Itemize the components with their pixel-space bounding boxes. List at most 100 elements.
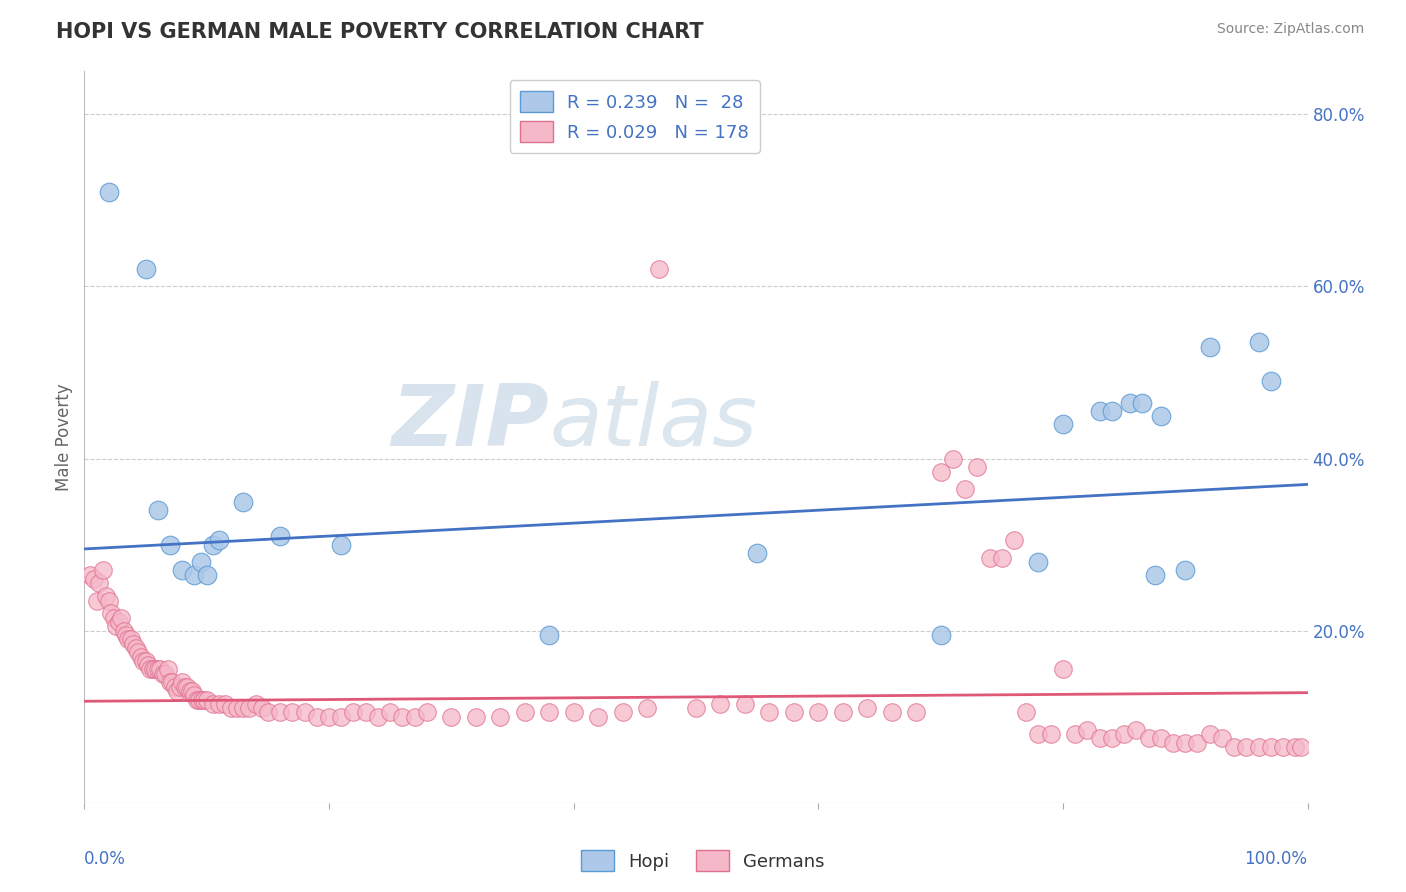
- Point: [758, 706, 780, 720]
- Point: [1236, 739, 1258, 754]
- Point: [201, 697, 224, 711]
- Point: [1137, 731, 1160, 746]
- Point: [1260, 739, 1282, 754]
- Point: [139, 662, 162, 676]
- Point: [127, 645, 149, 659]
- Point: [1247, 739, 1270, 754]
- Point: [1125, 723, 1147, 737]
- Point: [979, 550, 1001, 565]
- Text: Source: ZipAtlas.com: Source: ZipAtlas.com: [1216, 22, 1364, 37]
- Point: [129, 649, 152, 664]
- Point: [1076, 723, 1098, 737]
- Point: [807, 706, 830, 720]
- Point: [281, 706, 304, 720]
- Point: [269, 706, 291, 720]
- Point: [929, 465, 952, 479]
- Point: [1101, 404, 1123, 418]
- Point: [226, 701, 249, 715]
- Point: [440, 710, 463, 724]
- Point: [166, 684, 188, 698]
- Point: [1223, 739, 1246, 754]
- Point: [214, 697, 236, 711]
- Point: [1143, 567, 1166, 582]
- Point: [929, 628, 952, 642]
- Text: 100.0%: 100.0%: [1244, 850, 1308, 868]
- Point: [464, 710, 486, 724]
- Point: [380, 706, 402, 720]
- Point: [905, 706, 928, 720]
- Point: [232, 494, 254, 508]
- Point: [685, 701, 707, 715]
- Point: [966, 460, 988, 475]
- Point: [162, 675, 184, 690]
- Text: ZIP: ZIP: [391, 381, 550, 464]
- Point: [208, 697, 231, 711]
- Point: [513, 706, 536, 720]
- Point: [142, 662, 165, 676]
- Point: [1052, 662, 1074, 676]
- Point: [1088, 404, 1111, 418]
- Point: [318, 710, 340, 724]
- Point: [942, 451, 965, 466]
- Point: [195, 692, 218, 706]
- Point: [86, 593, 108, 607]
- Point: [1260, 374, 1282, 388]
- Point: [709, 697, 731, 711]
- Point: [404, 710, 426, 724]
- Point: [342, 706, 364, 720]
- Point: [149, 662, 172, 676]
- Point: [257, 706, 280, 720]
- Point: [367, 710, 389, 724]
- Point: [143, 662, 166, 676]
- Point: [294, 706, 316, 720]
- Point: [1198, 340, 1220, 354]
- Point: [538, 706, 561, 720]
- Point: [1028, 555, 1050, 569]
- Point: [96, 589, 118, 603]
- Point: [1039, 727, 1062, 741]
- Point: [219, 701, 242, 715]
- Legend: Hopi, Germans: Hopi, Germans: [574, 843, 832, 879]
- Point: [135, 262, 157, 277]
- Point: [586, 710, 609, 724]
- Point: [79, 567, 101, 582]
- Point: [269, 529, 291, 543]
- Text: 0.0%: 0.0%: [84, 850, 127, 868]
- Text: HOPI VS GERMAN MALE POVERTY CORRELATION CHART: HOPI VS GERMAN MALE POVERTY CORRELATION …: [56, 22, 704, 42]
- Point: [1002, 533, 1025, 548]
- Point: [354, 706, 377, 720]
- Point: [183, 688, 205, 702]
- Point: [132, 654, 155, 668]
- Point: [195, 567, 218, 582]
- Point: [1150, 731, 1173, 746]
- Point: [179, 684, 201, 698]
- Point: [636, 701, 658, 715]
- Point: [1119, 395, 1142, 409]
- Point: [208, 533, 231, 548]
- Point: [953, 482, 976, 496]
- Point: [783, 706, 806, 720]
- Point: [153, 666, 176, 681]
- Point: [186, 692, 208, 706]
- Point: [146, 503, 169, 517]
- Point: [146, 662, 169, 676]
- Point: [1174, 564, 1197, 578]
- Point: [1064, 727, 1087, 741]
- Point: [330, 538, 353, 552]
- Point: [1028, 727, 1050, 741]
- Point: [173, 680, 195, 694]
- Point: [880, 706, 903, 720]
- Point: [416, 706, 439, 720]
- Point: [117, 632, 139, 647]
- Point: [83, 572, 105, 586]
- Point: [120, 632, 142, 647]
- Point: [135, 654, 157, 668]
- Point: [489, 710, 512, 724]
- Legend: R = 0.239   N =  28, R = 0.029   N = 178: R = 0.239 N = 28, R = 0.029 N = 178: [509, 80, 761, 153]
- Point: [831, 706, 853, 720]
- Point: [1015, 706, 1038, 720]
- Point: [250, 701, 273, 715]
- Point: [169, 680, 191, 694]
- Point: [100, 607, 122, 621]
- Point: [1132, 395, 1154, 409]
